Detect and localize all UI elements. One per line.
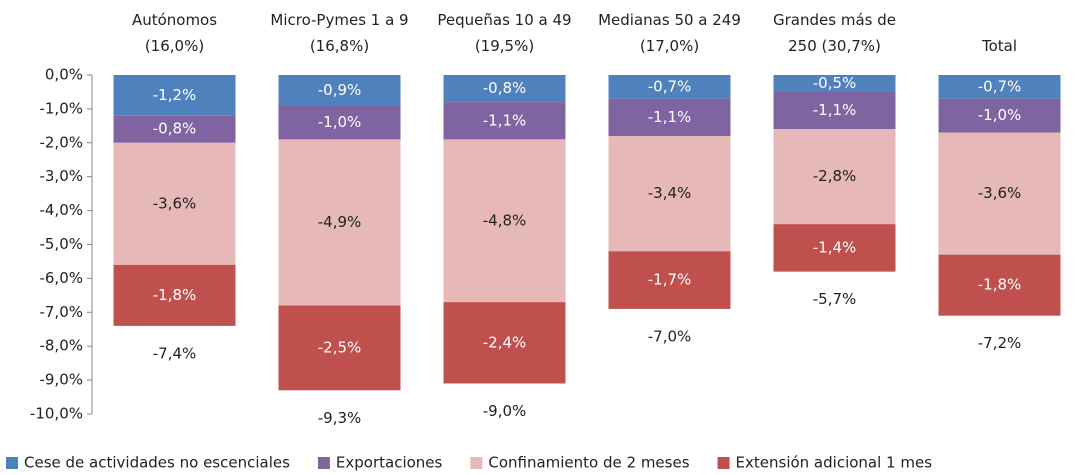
legend-swatch bbox=[717, 457, 730, 469]
data-label: -4,9% bbox=[318, 213, 362, 231]
total-label: -7,0% bbox=[648, 327, 692, 345]
x-tick-label: Autónomos (16,0%) bbox=[132, 11, 217, 55]
bar-segment bbox=[278, 139, 401, 306]
data-label: -3,6% bbox=[978, 184, 1022, 202]
data-label: -2,8% bbox=[813, 167, 857, 185]
data-label: -0,9% bbox=[318, 81, 362, 99]
bar-segment bbox=[113, 115, 236, 143]
y-tick-label: -8,0% bbox=[39, 337, 83, 355]
y-tick-label: -10,0% bbox=[30, 405, 83, 423]
legend-swatch bbox=[317, 457, 330, 469]
x-tick-label: Total bbox=[981, 37, 1017, 55]
bar-segment bbox=[773, 224, 896, 272]
data-label: -1,8% bbox=[153, 286, 197, 304]
y-tick-label: -7,0% bbox=[39, 303, 83, 321]
data-label: -1,4% bbox=[813, 238, 857, 256]
bar-segment bbox=[278, 305, 401, 391]
bar-segment bbox=[773, 91, 896, 130]
data-label: -1,8% bbox=[978, 276, 1022, 294]
data-label: -1,2% bbox=[153, 86, 197, 104]
data-label: -0,8% bbox=[153, 120, 197, 138]
data-label: -1,1% bbox=[483, 111, 527, 129]
bar-segment bbox=[443, 139, 566, 303]
total-label: -9,0% bbox=[483, 402, 527, 420]
y-tick-label: 0,0% bbox=[45, 66, 83, 84]
x-tick-label: Micro-Pymes 1 a 9 (16,8%) bbox=[270, 11, 408, 55]
bar-segment bbox=[938, 132, 1061, 255]
legend-label: Extensión adicional 1 mes bbox=[736, 454, 933, 472]
bar-segment bbox=[443, 102, 566, 140]
y-tick-label: -9,0% bbox=[39, 371, 83, 389]
legend-swatch bbox=[470, 457, 483, 469]
total-label: -9,3% bbox=[318, 409, 362, 427]
bar-segment bbox=[113, 75, 236, 116]
legend-label: Cese de actividades no escenciales bbox=[24, 454, 290, 472]
legend-swatch bbox=[6, 457, 18, 469]
total-label: -7,4% bbox=[153, 344, 197, 362]
bar-segment bbox=[443, 75, 566, 103]
x-tick-label: Grandes más de 250 (30,7%) bbox=[773, 11, 896, 55]
y-tick-label: -4,0% bbox=[39, 201, 83, 219]
bar-segment bbox=[608, 251, 731, 309]
bar-segment bbox=[278, 75, 401, 106]
bar-segment bbox=[938, 98, 1061, 133]
data-label: -0,8% bbox=[483, 79, 527, 97]
y-tick-label: -1,0% bbox=[39, 99, 83, 117]
data-label: -3,6% bbox=[153, 194, 197, 212]
bar-segment bbox=[773, 75, 896, 92]
data-label: -1,0% bbox=[318, 113, 362, 131]
bar-segment bbox=[773, 129, 896, 225]
data-label: -2,5% bbox=[318, 338, 362, 356]
x-tick-label: Medianas 50 a 249 (17,0%) bbox=[598, 11, 741, 55]
total-label: -7,2% bbox=[978, 334, 1022, 352]
data-label: -1,7% bbox=[648, 271, 692, 289]
data-label: -0,7% bbox=[648, 77, 692, 95]
bar-segment bbox=[113, 264, 236, 326]
bar-segment bbox=[938, 75, 1061, 99]
legend-label: Confinamiento de 2 meses bbox=[488, 454, 689, 472]
data-label: -0,7% bbox=[978, 77, 1022, 95]
data-label: -2,4% bbox=[483, 333, 527, 351]
bar-segment bbox=[278, 105, 401, 140]
data-label: -4,8% bbox=[483, 211, 527, 229]
legend-label: Exportaciones bbox=[336, 454, 443, 472]
y-tick-label: -5,0% bbox=[39, 235, 83, 253]
y-tick-label: -2,0% bbox=[39, 133, 83, 151]
y-tick-label: -3,0% bbox=[39, 167, 83, 185]
y-tick-label: -6,0% bbox=[39, 269, 83, 287]
bar-segment bbox=[608, 75, 731, 99]
bar-segment bbox=[938, 254, 1061, 316]
data-label: -0,5% bbox=[813, 74, 857, 92]
bar-segment bbox=[113, 142, 236, 265]
total-label: -5,7% bbox=[813, 290, 857, 308]
x-tick-label: Pequeñas 10 a 49 (19,5%) bbox=[437, 11, 571, 55]
data-label: -3,4% bbox=[648, 184, 692, 202]
data-label: -1,0% bbox=[978, 106, 1022, 124]
data-label: -1,1% bbox=[648, 108, 692, 126]
bar-segment bbox=[443, 302, 566, 384]
data-label: -1,1% bbox=[813, 101, 857, 119]
bar-segment bbox=[608, 136, 731, 252]
bar-segment bbox=[608, 98, 731, 137]
